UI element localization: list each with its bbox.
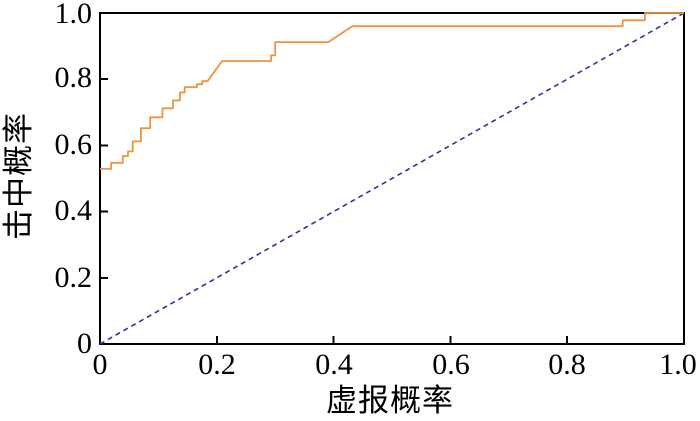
- x-tick-label-10: 1.0: [659, 348, 697, 381]
- chance-diagonal-line: [99, 12, 685, 345]
- plot-frame: [99, 12, 685, 345]
- axis-ticks: [99, 12, 685, 345]
- x-tick-label-08: 0.8: [548, 348, 586, 381]
- y-tick-label-08: 0.8: [54, 61, 93, 94]
- y-tick-label-0: 0: [77, 327, 92, 360]
- y-axis-title: 击中概率: [1, 112, 36, 240]
- y-tick-label-02: 0.2: [54, 261, 93, 294]
- y-tick-label-04: 0.4: [54, 194, 93, 227]
- x-tick-label-06: 0.6: [432, 348, 470, 381]
- roc-curve-line: [100, 12, 684, 170]
- x-tick-label-04: 0.4: [315, 348, 353, 381]
- x-axis-title: 虚报概率: [326, 383, 454, 418]
- x-tick-label-02: 0.2: [198, 348, 236, 381]
- y-tick-label-06: 0.6: [54, 128, 93, 161]
- y-tick-label-10: 1.0: [54, 0, 93, 30]
- x-tick-label-0: 0: [92, 348, 108, 381]
